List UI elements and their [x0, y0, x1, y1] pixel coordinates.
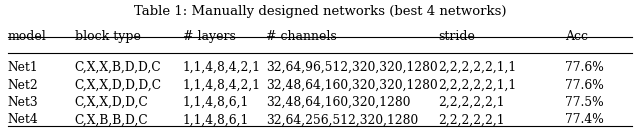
- Text: 1,1,4,8,4,2,1: 1,1,4,8,4,2,1: [183, 61, 261, 74]
- Text: Net4: Net4: [8, 113, 38, 126]
- Text: 77.5%: 77.5%: [565, 96, 604, 109]
- Text: 32,48,64,160,320,1280: 32,48,64,160,320,1280: [266, 96, 410, 109]
- Text: 2,2,2,2,2,1,1: 2,2,2,2,2,1,1: [438, 79, 516, 92]
- Text: 1,1,4,8,4,2,1: 1,1,4,8,4,2,1: [183, 79, 261, 92]
- Text: 32,48,64,160,320,320,1280: 32,48,64,160,320,320,1280: [266, 79, 438, 92]
- Text: model: model: [8, 30, 47, 43]
- Text: 77.4%: 77.4%: [565, 113, 604, 126]
- Text: 2,2,2,2,2,1: 2,2,2,2,2,1: [438, 113, 504, 126]
- Text: Net2: Net2: [8, 79, 38, 92]
- Text: C,X,X,D,D,C: C,X,X,D,D,C: [75, 96, 148, 109]
- Text: Net1: Net1: [8, 61, 38, 74]
- Text: 2,2,2,2,2,1: 2,2,2,2,2,1: [438, 96, 504, 109]
- Text: C,X,B,B,D,C: C,X,B,B,D,C: [75, 113, 148, 126]
- Text: # layers: # layers: [183, 30, 236, 43]
- Text: 32,64,256,512,320,1280: 32,64,256,512,320,1280: [266, 113, 418, 126]
- Text: Table 1: Manually designed networks (best 4 networks): Table 1: Manually designed networks (bes…: [134, 5, 506, 18]
- Text: stride: stride: [438, 30, 475, 43]
- Text: 1,1,4,8,6,1: 1,1,4,8,6,1: [183, 113, 249, 126]
- Text: 32,64,96,512,320,320,1280: 32,64,96,512,320,320,1280: [266, 61, 438, 74]
- Text: C,X,X,D,D,D,C: C,X,X,D,D,D,C: [75, 79, 162, 92]
- Text: 77.6%: 77.6%: [565, 79, 604, 92]
- Text: block type: block type: [75, 30, 141, 43]
- Text: 2,2,2,2,2,1,1: 2,2,2,2,2,1,1: [438, 61, 516, 74]
- Text: Acc: Acc: [565, 30, 588, 43]
- Text: C,X,X,B,D,D,C: C,X,X,B,D,D,C: [75, 61, 161, 74]
- Text: 77.6%: 77.6%: [565, 61, 604, 74]
- Text: # channels: # channels: [266, 30, 337, 43]
- Text: 1,1,4,8,6,1: 1,1,4,8,6,1: [183, 96, 249, 109]
- Text: Net3: Net3: [8, 96, 38, 109]
